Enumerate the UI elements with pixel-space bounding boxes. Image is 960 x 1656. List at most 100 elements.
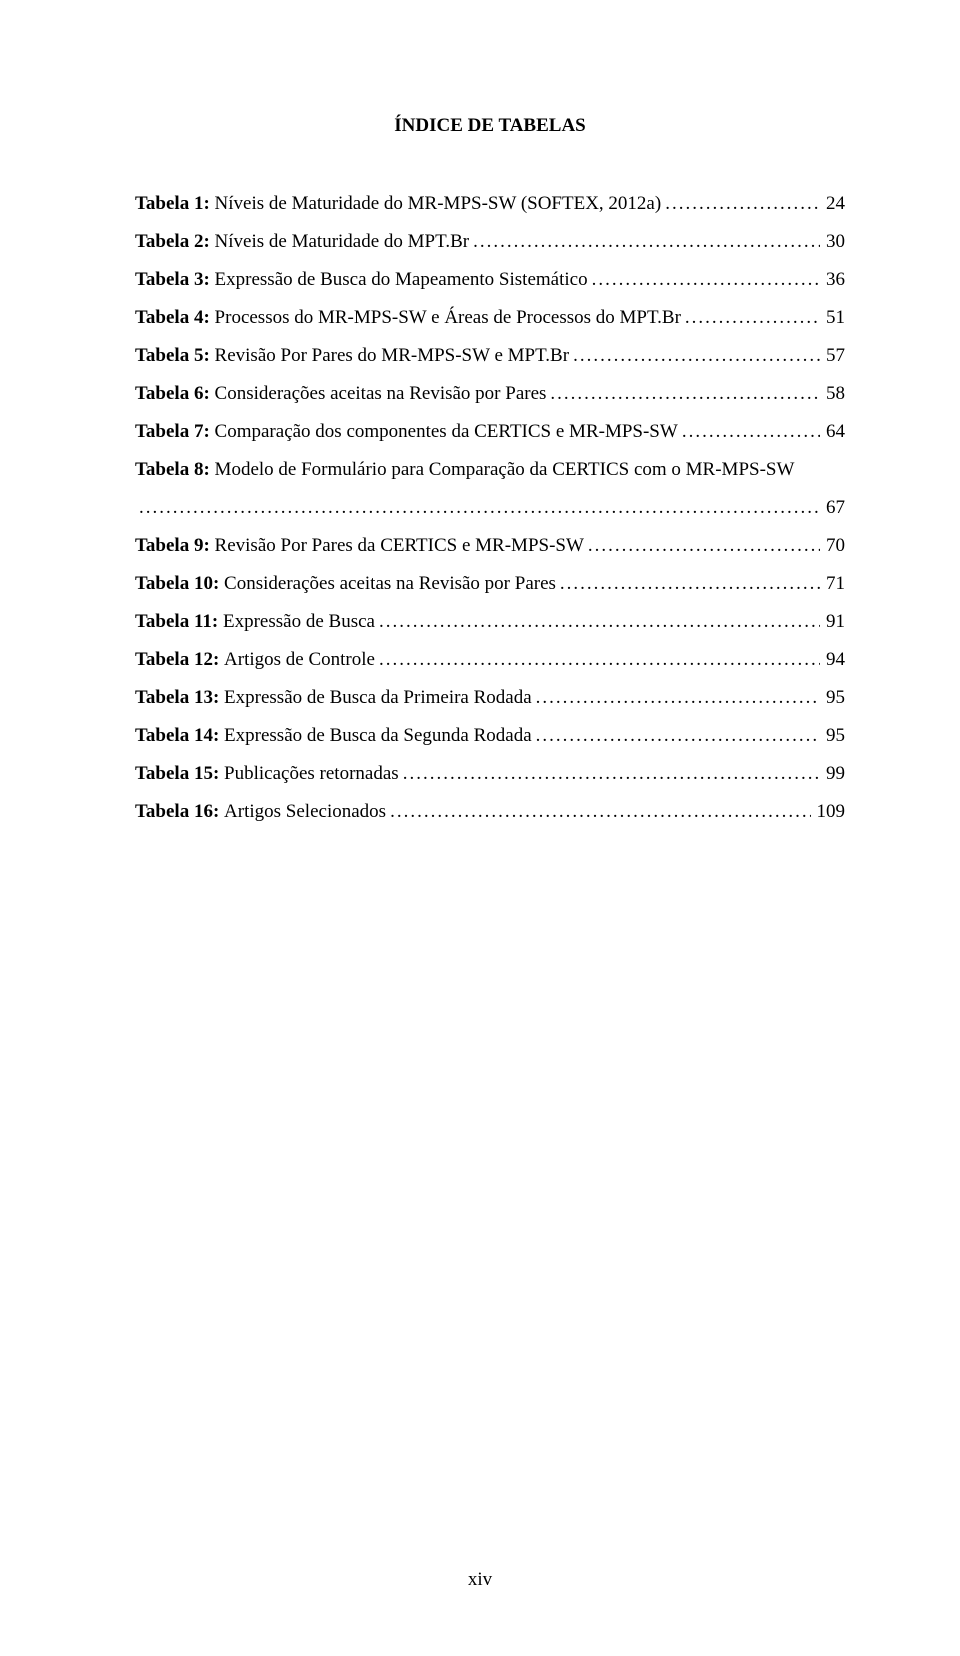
toc-entry-continuation: 67 — [135, 489, 845, 527]
toc-label: Tabela 1: Níveis de Maturidade do MR-MPS… — [135, 185, 661, 223]
toc-lead: Tabela 2: — [135, 231, 215, 252]
toc-rest: Expressão de Busca do Mapeamento Sistemá… — [215, 269, 588, 290]
toc-rest: Publicações retornadas — [224, 763, 399, 784]
page-container: ÍNDICE DE TABELAS Tabela 1: Níveis de Ma… — [0, 0, 960, 1656]
toc-page: 95 — [820, 679, 845, 717]
toc-label: Tabela 8: Modelo de Formulário para Comp… — [135, 451, 794, 489]
toc-entry: Tabela 15: Publicações retornadas 99 — [135, 755, 845, 793]
toc-lead: Tabela 12: — [135, 649, 224, 670]
toc-page: 64 — [820, 413, 845, 451]
page-number: xiv — [0, 1569, 960, 1591]
toc-title: ÍNDICE DE TABELAS — [135, 115, 845, 137]
toc-label: Tabela 3: Expressão de Busca do Mapeamen… — [135, 261, 588, 299]
toc-page: 30 — [820, 223, 845, 261]
toc-lead: Tabela 4: — [135, 307, 215, 328]
toc-lead: Tabela 14: — [135, 725, 224, 746]
toc-rest: Considerações aceitas na Revisão por Par… — [215, 383, 547, 404]
toc-dots — [569, 337, 820, 375]
toc-page: 57 — [820, 337, 845, 375]
toc-entry: Tabela 5: Revisão Por Pares do MR-MPS-SW… — [135, 337, 845, 375]
toc-entry: Tabela 1: Níveis de Maturidade do MR-MPS… — [135, 185, 845, 223]
toc-entry: Tabela 11: Expressão de Busca 91 — [135, 603, 845, 641]
toc-entry: Tabela 14: Expressão de Busca da Segunda… — [135, 717, 845, 755]
toc-dots — [135, 489, 820, 527]
toc-page: 91 — [820, 603, 845, 641]
toc-rest: Expressão de Busca da Primeira Rodada — [224, 687, 532, 708]
toc-dots — [375, 603, 820, 641]
toc-dots — [556, 565, 820, 603]
toc-dots — [532, 679, 820, 717]
toc-entry: Tabela 13: Expressão de Busca da Primeir… — [135, 679, 845, 717]
toc-label: Tabela 11: Expressão de Busca — [135, 603, 375, 641]
toc-rest: Revisão Por Pares do MR-MPS-SW e MPT.Br — [215, 345, 570, 366]
toc-label: Tabela 6: Considerações aceitas na Revis… — [135, 375, 546, 413]
toc-dots — [399, 755, 820, 793]
toc-label: Tabela 15: Publicações retornadas — [135, 755, 399, 793]
toc-lead: Tabela 13: — [135, 687, 224, 708]
toc-label: Tabela 2: Níveis de Maturidade do MPT.Br — [135, 223, 469, 261]
toc-dots — [681, 299, 820, 337]
toc-page: 36 — [820, 261, 845, 299]
toc-dots — [588, 261, 820, 299]
toc-lead: Tabela 5: — [135, 345, 215, 366]
toc-dots — [375, 641, 820, 679]
toc-label: Tabela 16: Artigos Selecionados — [135, 793, 386, 831]
toc-list: Tabela 1: Níveis de Maturidade do MR-MPS… — [135, 185, 845, 831]
toc-lead: Tabela 10: — [135, 573, 224, 594]
toc-label: Tabela 9: Revisão Por Pares da CERTICS e… — [135, 527, 584, 565]
toc-lead: Tabela 6: — [135, 383, 215, 404]
toc-rest: Processos do MR-MPS-SW e Áreas de Proces… — [215, 307, 681, 328]
toc-lead: Tabela 1: — [135, 193, 215, 214]
toc-page: 109 — [811, 793, 846, 831]
toc-dots — [469, 223, 820, 261]
toc-rest: Considerações aceitas na Revisão por Par… — [224, 573, 556, 594]
toc-lead: Tabela 9: — [135, 535, 215, 556]
toc-entry: Tabela 8: Modelo de Formulário para Comp… — [135, 451, 845, 489]
toc-page: 70 — [820, 527, 845, 565]
toc-page: 94 — [820, 641, 845, 679]
toc-rest: Comparação dos componentes da CERTICS e … — [215, 421, 678, 442]
toc-dots — [678, 413, 820, 451]
toc-dots — [386, 793, 810, 831]
toc-label: Tabela 12: Artigos de Controle — [135, 641, 375, 679]
toc-entry: Tabela 3: Expressão de Busca do Mapeamen… — [135, 261, 845, 299]
toc-entry: Tabela 2: Níveis de Maturidade do MPT.Br… — [135, 223, 845, 261]
toc-page: 71 — [820, 565, 845, 603]
toc-page: 58 — [820, 375, 845, 413]
toc-page: 51 — [820, 299, 845, 337]
toc-page: 67 — [820, 489, 845, 527]
toc-page: 24 — [820, 185, 845, 223]
toc-label: Tabela 4: Processos do MR-MPS-SW e Áreas… — [135, 299, 681, 337]
toc-rest: Expressão de Busca — [223, 611, 375, 632]
toc-lead: Tabela 11: — [135, 611, 223, 632]
toc-label: Tabela 5: Revisão Por Pares do MR-MPS-SW… — [135, 337, 569, 375]
toc-lead: Tabela 15: — [135, 763, 224, 784]
toc-rest: Modelo de Formulário para Comparação da … — [215, 459, 795, 480]
toc-entry: Tabela 9: Revisão Por Pares da CERTICS e… — [135, 527, 845, 565]
toc-dots — [584, 527, 820, 565]
toc-entry: Tabela 16: Artigos Selecionados 109 — [135, 793, 845, 831]
toc-rest: Expressão de Busca da Segunda Rodada — [224, 725, 532, 746]
toc-entry: Tabela 4: Processos do MR-MPS-SW e Áreas… — [135, 299, 845, 337]
toc-rest: Revisão Por Pares da CERTICS e MR-MPS-SW — [215, 535, 584, 556]
toc-rest: Níveis de Maturidade do MR-MPS-SW (SOFTE… — [215, 193, 662, 214]
toc-lead: Tabela 16: — [135, 801, 224, 822]
toc-label: Tabela 10: Considerações aceitas na Revi… — [135, 565, 556, 603]
toc-lead: Tabela 8: — [135, 459, 215, 480]
toc-label: Tabela 13: Expressão de Busca da Primeir… — [135, 679, 532, 717]
toc-page: 95 — [820, 717, 845, 755]
toc-page: 99 — [820, 755, 845, 793]
toc-label: Tabela 7: Comparação dos componentes da … — [135, 413, 678, 451]
toc-dots — [546, 375, 820, 413]
toc-entry: Tabela 7: Comparação dos componentes da … — [135, 413, 845, 451]
toc-entry: Tabela 10: Considerações aceitas na Revi… — [135, 565, 845, 603]
toc-lead: Tabela 7: — [135, 421, 215, 442]
toc-rest: Níveis de Maturidade do MPT.Br — [215, 231, 470, 252]
toc-label: Tabela 14: Expressão de Busca da Segunda… — [135, 717, 532, 755]
toc-entry: Tabela 12: Artigos de Controle 94 — [135, 641, 845, 679]
toc-rest: Artigos de Controle — [224, 649, 375, 670]
toc-lead: Tabela 3: — [135, 269, 215, 290]
toc-rest: Artigos Selecionados — [224, 801, 386, 822]
toc-dots — [661, 185, 820, 223]
toc-dots — [532, 717, 820, 755]
